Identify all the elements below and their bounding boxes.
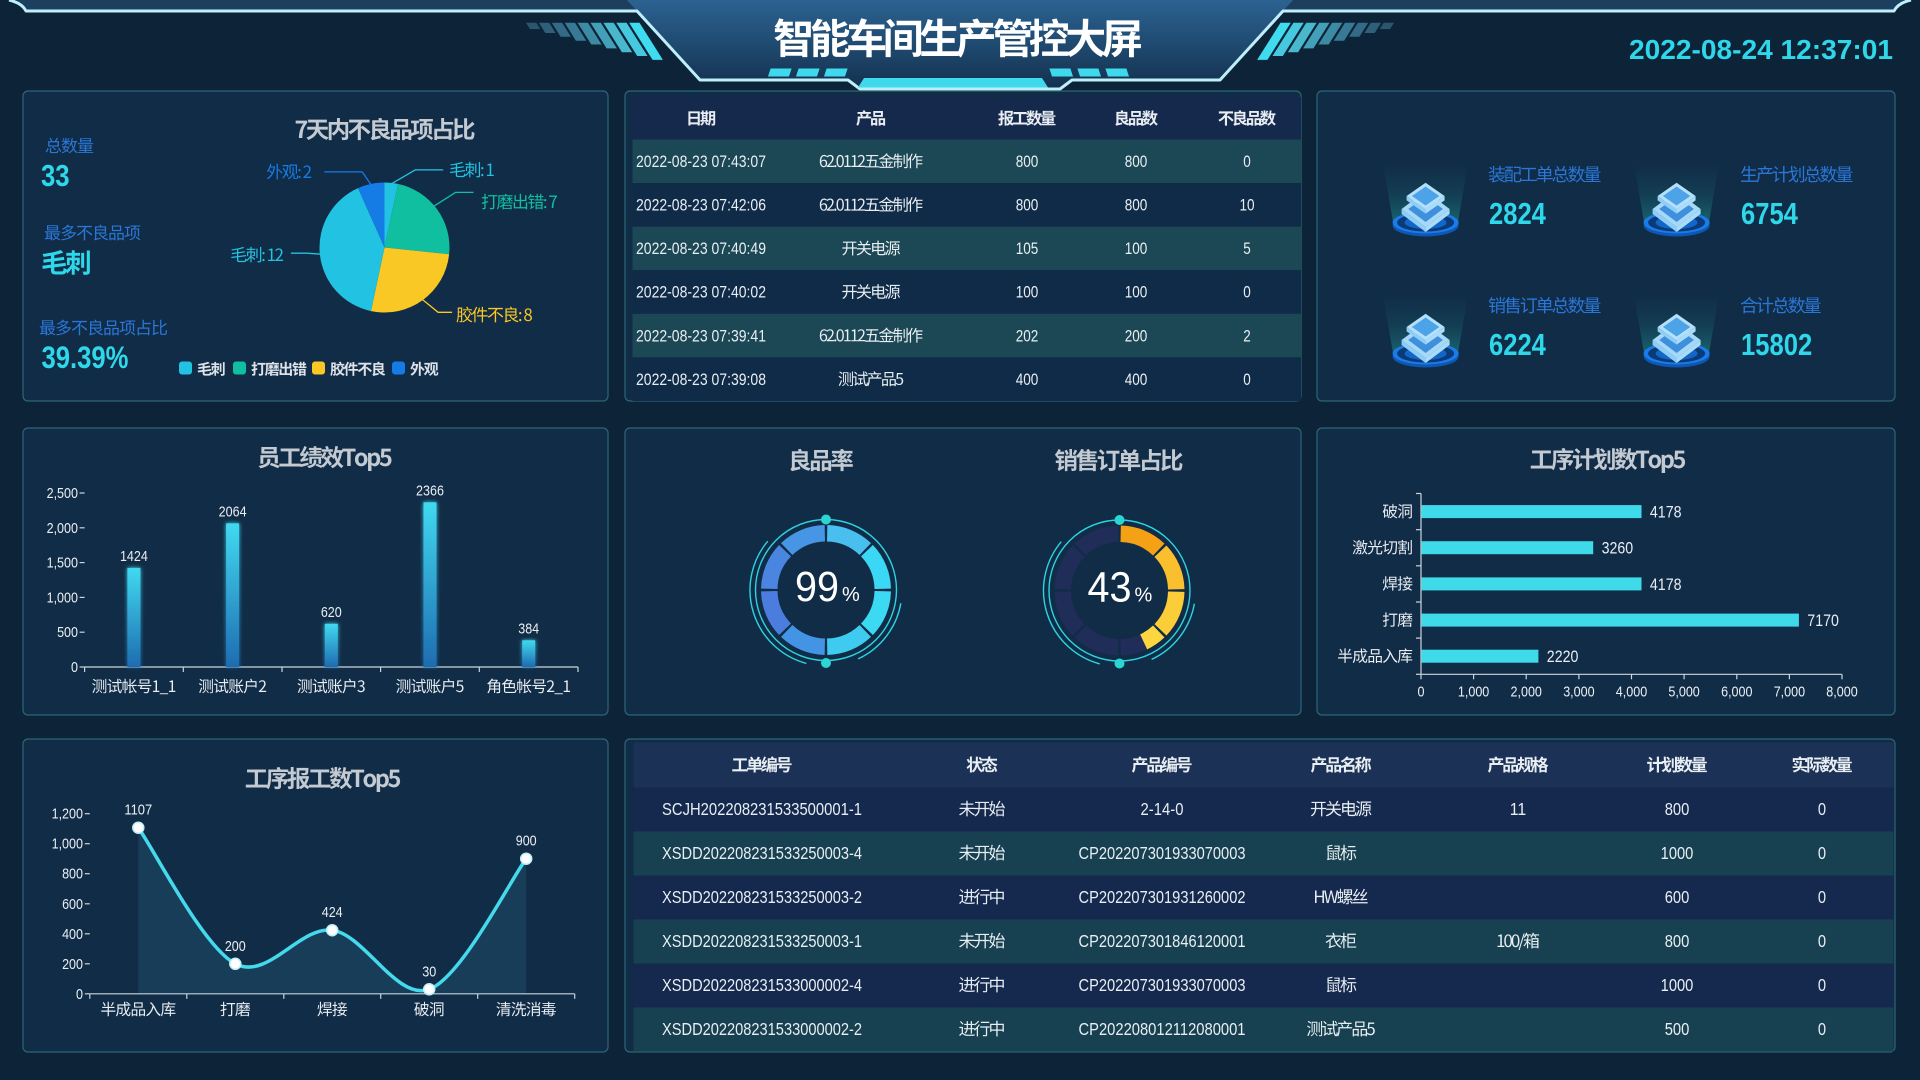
svg-text:900: 900	[516, 833, 537, 850]
svg-text:0: 0	[1818, 799, 1826, 819]
svg-text:2,000: 2,000	[47, 520, 78, 537]
svg-text:620: 620	[321, 604, 342, 621]
svg-text:800: 800	[1125, 197, 1148, 215]
svg-text:100: 100	[1125, 284, 1148, 302]
svg-text:4,000: 4,000	[1616, 683, 1647, 700]
svg-text:800: 800	[1665, 799, 1690, 819]
svg-text:11: 11	[1510, 799, 1526, 819]
svg-text:2022-08-23 07:42:06: 2022-08-23 07:42:06	[636, 196, 766, 215]
svg-text:100: 100	[1125, 240, 1148, 258]
svg-text:2-14-0: 2-14-0	[1141, 799, 1184, 819]
svg-text:CP202208012112080001: CP202208012112080001	[1079, 1019, 1246, 1039]
svg-text:2022-08-23 07:43:07: 2022-08-23 07:43:07	[636, 152, 766, 171]
svg-text:1,000: 1,000	[52, 836, 83, 853]
svg-text:400: 400	[1125, 371, 1148, 389]
svg-text:SCJH202208231533500001-1: SCJH202208231533500001-1	[662, 799, 862, 819]
svg-text:%: %	[1135, 585, 1153, 607]
svg-text:43: 43	[1088, 564, 1132, 612]
svg-text:7,000: 7,000	[1774, 683, 1805, 700]
svg-text:0: 0	[1818, 1019, 1826, 1039]
svg-text:99: 99	[795, 563, 839, 611]
svg-text:0: 0	[1243, 371, 1251, 389]
svg-text:2064: 2064	[219, 503, 247, 520]
svg-text:2022-08-24 12:37:01: 2022-08-24 12:37:01	[1629, 34, 1893, 65]
svg-text:800: 800	[1665, 931, 1690, 951]
svg-text:6224: 6224	[1489, 328, 1546, 362]
svg-text:2366: 2366	[416, 482, 444, 499]
svg-text:7170: 7170	[1807, 611, 1839, 630]
svg-text:XSDD202208231533250003-2: XSDD202208231533250003-2	[662, 887, 862, 907]
svg-text:1424: 1424	[120, 548, 148, 565]
svg-text:2022-08-23 07:39:41: 2022-08-23 07:39:41	[636, 326, 766, 345]
svg-text:600: 600	[62, 896, 83, 913]
svg-text:CP202207301846120001: CP202207301846120001	[1079, 931, 1246, 951]
svg-text:XSDD202208231533000002-2: XSDD202208231533000002-2	[662, 1019, 862, 1039]
svg-text:2,000: 2,000	[1511, 683, 1542, 700]
svg-text:2220: 2220	[1547, 647, 1579, 666]
svg-text:2022-08-23 07:40:02: 2022-08-23 07:40:02	[636, 283, 766, 302]
svg-text:4178: 4178	[1650, 503, 1682, 522]
svg-text:0: 0	[1818, 931, 1826, 951]
svg-text:0: 0	[1418, 683, 1425, 700]
svg-text:5,000: 5,000	[1668, 683, 1699, 700]
svg-text:39.39%: 39.39%	[42, 340, 129, 375]
svg-text:10: 10	[1239, 197, 1254, 215]
svg-text:384: 384	[518, 620, 539, 637]
svg-text:2824: 2824	[1489, 197, 1546, 231]
svg-text:0: 0	[76, 986, 83, 1003]
svg-text:30: 30	[422, 963, 436, 980]
svg-text:800: 800	[1016, 153, 1039, 171]
svg-text:200: 200	[1125, 327, 1148, 345]
svg-text:202: 202	[1016, 327, 1039, 345]
svg-text:105: 105	[1016, 240, 1039, 258]
svg-text:2,500: 2,500	[47, 485, 78, 502]
svg-text:200: 200	[225, 938, 246, 955]
svg-text:1,200: 1,200	[52, 806, 83, 823]
svg-text:2: 2	[1243, 327, 1251, 345]
svg-text:0: 0	[1243, 284, 1251, 302]
svg-text:400: 400	[62, 926, 83, 943]
svg-text:%: %	[842, 584, 860, 606]
svg-text:600: 600	[1665, 887, 1690, 907]
svg-text:8,000: 8,000	[1826, 683, 1857, 700]
svg-text:3,000: 3,000	[1563, 683, 1594, 700]
svg-text:XSDD202208231533000002-4: XSDD202208231533000002-4	[662, 975, 862, 995]
svg-text:3260: 3260	[1602, 539, 1634, 558]
svg-text:CP202207301933070003: CP202207301933070003	[1079, 975, 1246, 995]
svg-text:2022-08-23 07:39:08: 2022-08-23 07:39:08	[636, 370, 766, 389]
svg-text:0: 0	[1243, 153, 1251, 171]
svg-text:424: 424	[322, 904, 343, 921]
svg-text:800: 800	[1125, 153, 1148, 171]
svg-text:0: 0	[1818, 887, 1826, 907]
svg-text:XSDD202208231533250003-1: XSDD202208231533250003-1	[662, 931, 862, 951]
svg-text:800: 800	[1016, 197, 1039, 215]
svg-text:CP202207301933070003: CP202207301933070003	[1079, 843, 1246, 863]
svg-text:1107: 1107	[124, 802, 152, 819]
svg-text:1,500: 1,500	[47, 555, 78, 572]
svg-text:0: 0	[1818, 843, 1826, 863]
svg-text:5: 5	[1243, 240, 1251, 258]
svg-text:500: 500	[57, 624, 78, 641]
svg-text:4178: 4178	[1650, 575, 1682, 594]
svg-text:500: 500	[1665, 1019, 1690, 1039]
svg-text:1000: 1000	[1661, 975, 1694, 995]
svg-text:200: 200	[62, 956, 83, 973]
svg-text:CP202207301931260002: CP202207301931260002	[1079, 887, 1246, 907]
svg-text:0: 0	[1818, 975, 1826, 995]
svg-text:6,000: 6,000	[1721, 683, 1752, 700]
svg-text:XSDD202208231533250003-4: XSDD202208231533250003-4	[662, 843, 862, 863]
svg-text:800: 800	[62, 866, 83, 883]
svg-text:6754: 6754	[1741, 197, 1798, 231]
svg-text:400: 400	[1016, 371, 1039, 389]
svg-text:1,000: 1,000	[47, 589, 78, 606]
svg-text:33: 33	[41, 158, 70, 193]
svg-text:15802: 15802	[1741, 328, 1812, 362]
svg-text:100: 100	[1016, 284, 1039, 302]
svg-text:1,000: 1,000	[1458, 683, 1489, 700]
svg-text:0: 0	[71, 659, 78, 676]
svg-text:2022-08-23 07:40:49: 2022-08-23 07:40:49	[636, 239, 766, 258]
svg-text:1000: 1000	[1661, 843, 1694, 863]
